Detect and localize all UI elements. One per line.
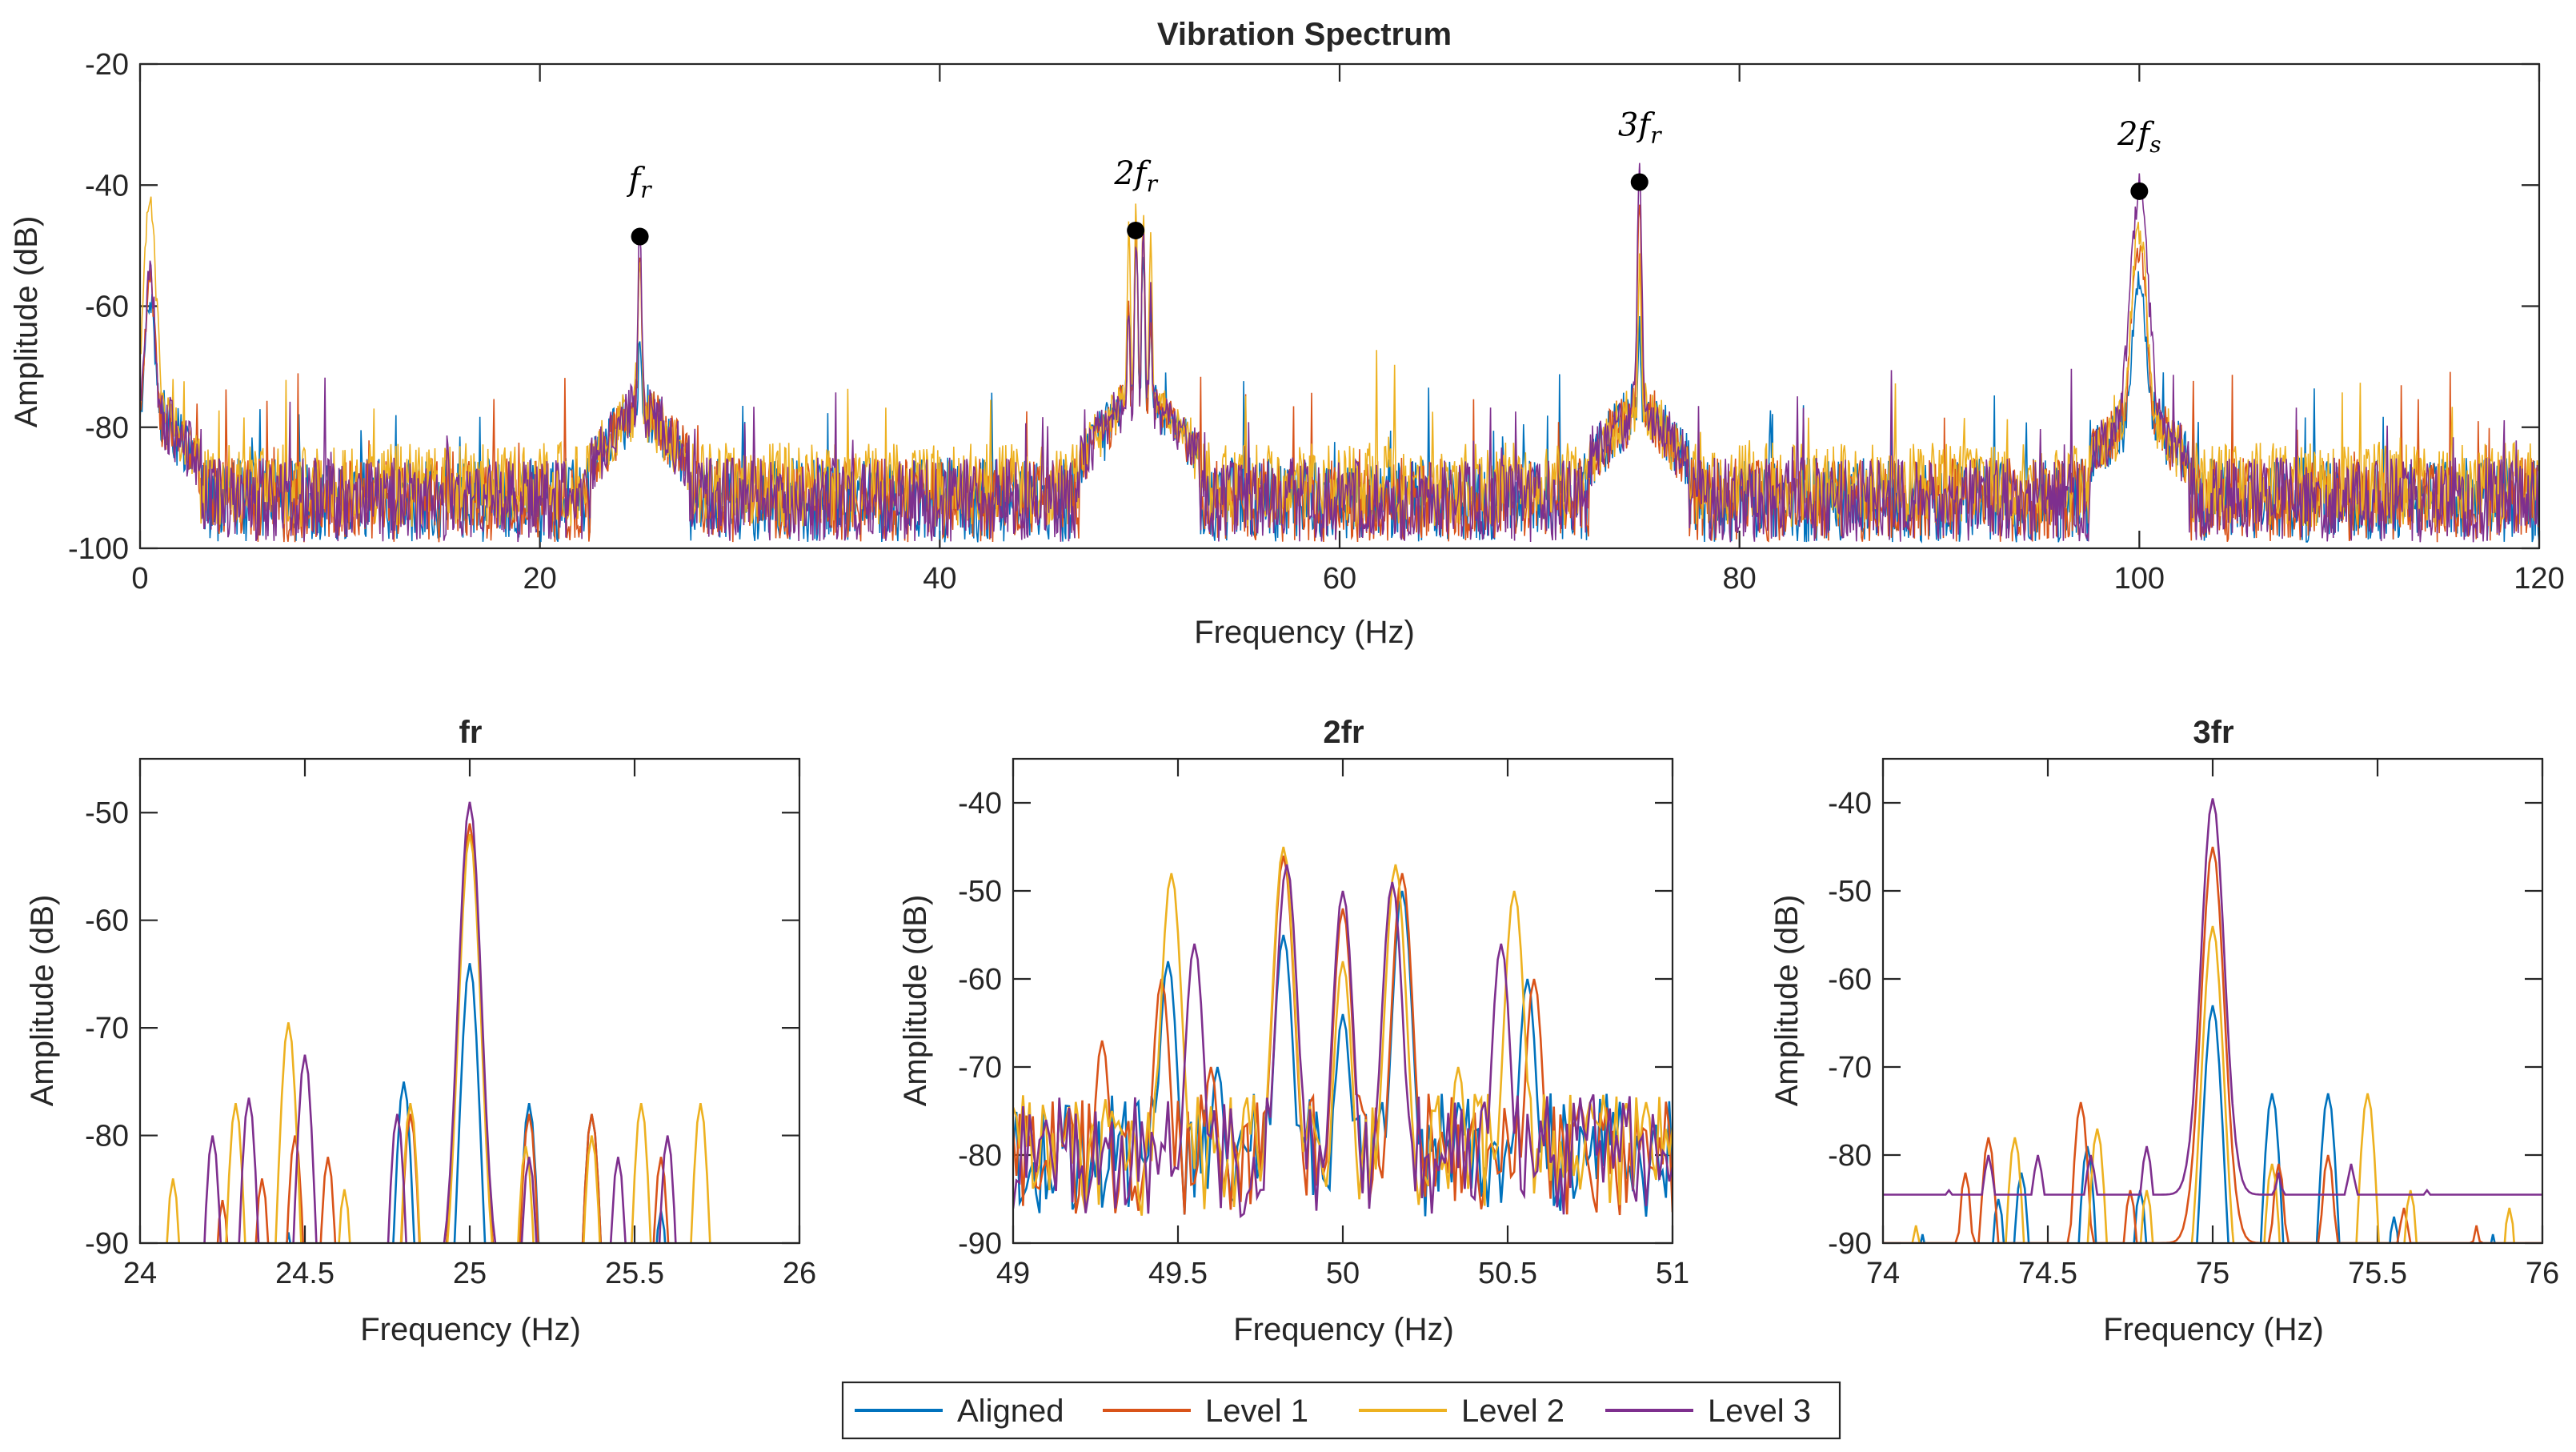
main-xtick-label: 100 [2114, 562, 2165, 596]
3fr-ytick-label: -90 [1828, 1227, 1872, 1261]
main-title: Vibration Spectrum [1157, 17, 1452, 52]
fr-ytick-label: -60 [85, 904, 129, 938]
fr-series-level2 [166, 833, 711, 1243]
3fr-xtick-label: 75 [2196, 1257, 2229, 1290]
2fr-xtick-label: 51 [1656, 1257, 1689, 1290]
2fr-ytick-label: -90 [958, 1227, 1002, 1261]
fr-axes: 24 24.5 25 25.5 26 -90 -80 -70 -60 -50 [85, 759, 816, 1290]
3fr-ytick-label: -40 [1828, 787, 1872, 820]
main-axes: 0 20 40 60 80 100 120 -100 -80 -60 -40 -20 [68, 48, 2565, 596]
2fr-xlabel: Frequency (Hz) [1233, 1312, 1454, 1347]
3fr-ytick-label: -70 [1828, 1051, 1872, 1085]
2fr-series-level3 [1013, 864, 1673, 1218]
3fr-xlabel: Frequency (Hz) [2103, 1312, 2324, 1347]
main-ytick-label: -60 [85, 291, 129, 324]
3fr-ytick-label: -60 [1828, 963, 1872, 997]
peak-marker-2fr [1127, 221, 1145, 239]
fr-ytick-label: -90 [85, 1227, 129, 1261]
peak-label-fr: fr [626, 162, 652, 203]
fr-axes-box [138, 757, 801, 1245]
main-series-group [140, 162, 2539, 544]
3fr-series-level1 [1883, 846, 2542, 1243]
2fr-ytick-label: -60 [958, 963, 1002, 997]
2fr-series-level1 [1013, 855, 1673, 1216]
3fr-xtick-label: 76 [2526, 1257, 2559, 1290]
peak-label-2fs: 2fs [2117, 116, 2161, 158]
3fr-ylabel: Amplitude (dB) [1769, 895, 1805, 1107]
fr-ytick-label: -70 [85, 1012, 129, 1045]
fr-ytick-label: -50 [85, 796, 129, 830]
main-xtick-label: 20 [523, 562, 557, 596]
fr-series-group [166, 801, 711, 1243]
fr-xtick-label: 26 [783, 1257, 816, 1290]
2fr-axes-box [1012, 757, 1674, 1245]
legend-label-level3: Level 3 [1708, 1394, 1811, 1429]
main-xtick-label: 40 [923, 562, 956, 596]
2fr-ytick-label: -80 [958, 1139, 1002, 1173]
3fr-xtick-label: 74.5 [2018, 1257, 2077, 1290]
3fr-series-aligned [1919, 1005, 2496, 1243]
fr-xtick-label: 25 [453, 1257, 487, 1290]
legend: Aligned Level 1 Level 2 Level 3 [841, 1381, 1841, 1440]
main-xtick-label: 60 [1323, 562, 1356, 596]
fr-xtick-label: 24 [123, 1257, 157, 1290]
main-xtick-label: 120 [2514, 562, 2564, 596]
legend-label-level1: Level 1 [1205, 1394, 1308, 1429]
legend-label-level2: Level 2 [1461, 1394, 1564, 1429]
fr-series-aligned [227, 963, 667, 1243]
main-ylabel: Amplitude (dB) [9, 216, 44, 428]
2fr-xtick-label: 49 [996, 1257, 1030, 1290]
peak-marker-fr [631, 227, 649, 246]
fr-title: fr [459, 715, 483, 750]
3fr-axes: 74 74.5 75 75.5 76 -90 -80 -70 -60 -50 -40 [1828, 759, 2559, 1290]
2fr-xtick-label: 50 [1326, 1257, 1360, 1290]
3fr-ytick-label: -80 [1828, 1139, 1872, 1173]
main-ytick-label: -20 [85, 48, 129, 82]
2fr-xtick-label: 49.5 [1148, 1257, 1208, 1290]
2fr-ytick-label: -70 [958, 1051, 1002, 1085]
fr-series-level1 [216, 823, 670, 1243]
main-series-level1 [140, 204, 2539, 543]
peak-label-2fr: 2fr [1113, 155, 1158, 197]
main-axes-box [138, 62, 2541, 550]
3fr-xtick-label: 74 [1866, 1257, 1900, 1290]
fr-xtick-label: 24.5 [275, 1257, 335, 1290]
2fr-ytick-label: -40 [958, 787, 1002, 820]
2fr-title: 2fr [1323, 715, 1364, 750]
peak-marker-2fs [2130, 182, 2149, 200]
2fr-axes: 49 49.5 50 50.5 51 -90 -80 -70 -60 -50 -40 [958, 759, 1689, 1290]
peak-marker-3fr [1630, 173, 1649, 191]
fr-ytick-label: -80 [85, 1120, 129, 1153]
main-xlabel: Frequency (Hz) [1194, 615, 1415, 650]
2fr-xtick-label: 50.5 [1478, 1257, 1537, 1290]
3fr-series-group [1883, 798, 2542, 1243]
main-series-level3 [140, 162, 2539, 543]
3fr-series-level2 [1911, 925, 2516, 1243]
main-ytick-label: -80 [85, 411, 129, 445]
main-series-level2 [140, 196, 2539, 527]
2fr-ylabel: Amplitude (dB) [898, 895, 933, 1107]
main-ytick-label: -100 [68, 532, 129, 566]
peak-label-3fr: 3fr [1618, 106, 1662, 148]
main-xtick-label: 0 [131, 562, 148, 596]
fr-series-level3 [203, 801, 677, 1243]
legend-label-aligned: Aligned [957, 1394, 1064, 1429]
3fr-series-level3 [1883, 798, 2542, 1196]
fr-xtick-label: 25.5 [605, 1257, 664, 1290]
main-ytick-label: -40 [85, 169, 129, 203]
3fr-ytick-label: -50 [1828, 875, 1872, 909]
3fr-axes-box [1881, 757, 2544, 1245]
3fr-title: 3fr [2193, 715, 2233, 750]
3fr-xtick-label: 75.5 [2348, 1257, 2407, 1290]
2fr-series-group [1013, 846, 1673, 1218]
2fr-ytick-label: -50 [958, 875, 1002, 909]
main-xtick-label: 80 [1723, 562, 1757, 596]
fr-ylabel: Amplitude (dB) [25, 895, 60, 1107]
fr-xlabel: Frequency (Hz) [360, 1312, 581, 1347]
